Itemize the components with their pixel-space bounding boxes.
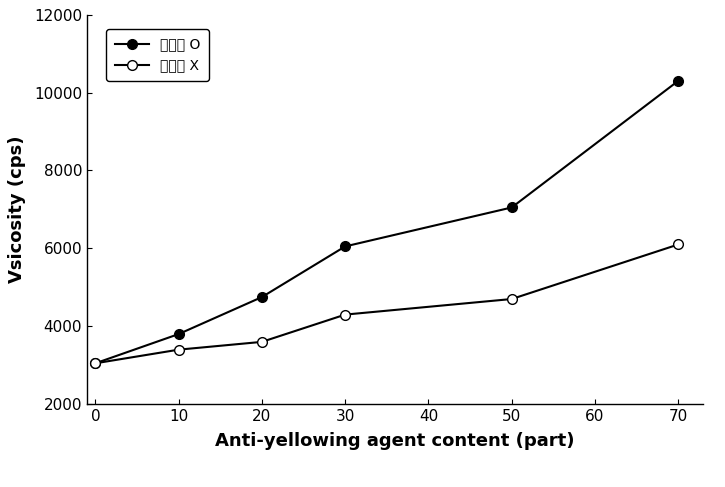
증절제 O: [341, 244, 349, 249]
Y-axis label: Vsicosity (cps): Vsicosity (cps): [8, 136, 25, 283]
증절제 O: [174, 331, 183, 337]
증절제 O: [257, 294, 266, 300]
증절제 X: [674, 242, 683, 247]
증절제 O: [91, 360, 99, 366]
증절제 O: [674, 78, 683, 84]
증절제 X: [341, 312, 349, 318]
Line: 증절제 X: 증절제 X: [91, 240, 683, 368]
증절제 O: [507, 205, 516, 210]
X-axis label: Anti-yellowing agent content (part): Anti-yellowing agent content (part): [215, 432, 575, 450]
증절제 X: [507, 296, 516, 302]
증절제 X: [91, 360, 99, 366]
증절제 X: [174, 347, 183, 353]
Line: 증절제 O: 증절제 O: [91, 76, 683, 368]
증절제 X: [257, 339, 266, 345]
Legend: 증절제 O, 증절제 X: 증절제 O, 증절제 X: [107, 29, 209, 81]
